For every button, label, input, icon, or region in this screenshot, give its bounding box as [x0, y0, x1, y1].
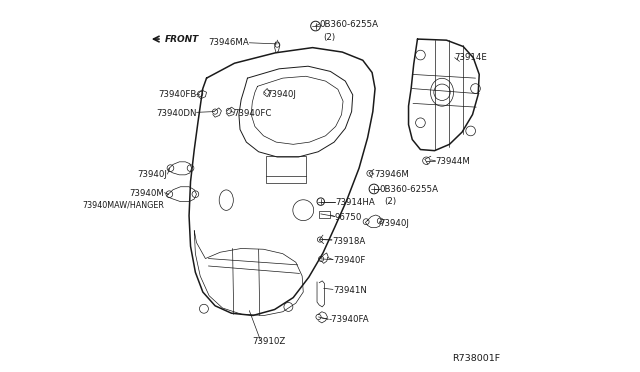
Text: 73914HA: 73914HA [335, 198, 374, 207]
Text: 73940FB: 73940FB [158, 90, 196, 99]
Text: 73940J: 73940J [380, 219, 410, 228]
Circle shape [187, 165, 194, 171]
Text: 73940DN: 73940DN [156, 109, 196, 118]
Text: 73946M: 73946M [374, 170, 409, 179]
Text: 73910Z: 73910Z [252, 337, 285, 346]
Text: FRONT: FRONT [164, 35, 199, 44]
Text: (2): (2) [384, 197, 396, 206]
Circle shape [378, 218, 383, 224]
Text: 73940M: 73940M [130, 189, 164, 198]
Text: 73914E: 73914E [454, 53, 488, 62]
Text: 73941N: 73941N [333, 286, 367, 295]
Text: 73944M: 73944M [435, 157, 470, 166]
Text: 96750: 96750 [335, 213, 362, 222]
Text: 73940MAW/HANGER: 73940MAW/HANGER [83, 200, 164, 209]
Circle shape [167, 165, 174, 171]
Text: R738001F: R738001F [452, 354, 500, 363]
Circle shape [363, 219, 369, 225]
Text: (2): (2) [324, 33, 336, 42]
Bar [266, 156, 306, 183]
Circle shape [166, 191, 173, 198]
Text: -73940FA: -73940FA [328, 315, 369, 324]
Text: 73946MA: 73946MA [209, 38, 250, 47]
Text: 0B360-6255A: 0B360-6255A [319, 20, 378, 29]
Text: 0B360-6255A: 0B360-6255A [380, 185, 438, 194]
Text: 73940F: 73940F [333, 256, 365, 265]
Circle shape [192, 191, 199, 198]
Text: 73940J: 73940J [138, 170, 168, 179]
Text: 73940J: 73940J [266, 90, 296, 99]
Text: 73940FC: 73940FC [234, 109, 272, 118]
Circle shape [422, 157, 430, 164]
Text: 73918A: 73918A [332, 237, 365, 246]
